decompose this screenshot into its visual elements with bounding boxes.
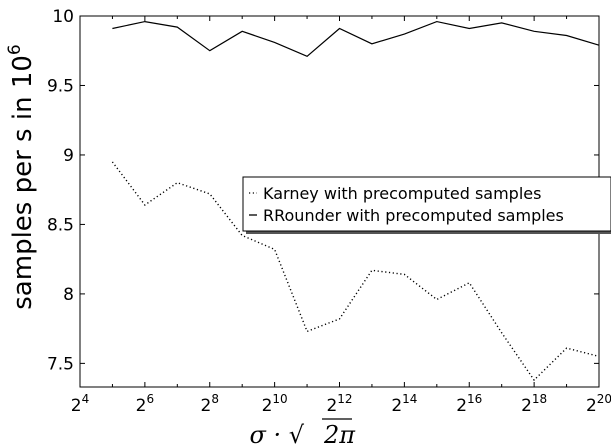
legend-label: RRounder with precomputed samples xyxy=(263,206,564,225)
x-tick-label-exponent: 14 xyxy=(402,392,417,406)
y-tick-label: 9 xyxy=(63,146,74,166)
x-axis-title: σ · √ 2π xyxy=(249,418,356,448)
series-line-rrounder xyxy=(112,20,600,57)
x-tick-label: 28 xyxy=(201,392,219,416)
x-tick-label-exponent: 16 xyxy=(467,392,482,406)
x-tick-label-base: 2 xyxy=(136,396,147,416)
x-tick-label: 26 xyxy=(136,392,154,416)
x-tick-label-exponent: 4 xyxy=(82,392,90,406)
x-tick-label-base: 2 xyxy=(521,396,532,416)
x-axis-title-prefix: σ · √ xyxy=(249,421,304,448)
x-tick-label-base: 2 xyxy=(201,396,212,416)
x-tick-label: 220 xyxy=(586,392,611,416)
y-tick-label: 7.5 xyxy=(47,354,74,374)
x-tick-label: 210 xyxy=(262,392,288,416)
legend-box xyxy=(242,176,611,232)
legend-layer: Karney with precomputed samples RRounder … xyxy=(242,176,611,234)
x-tick-label: 216 xyxy=(456,392,482,416)
y-tick-label: 10 xyxy=(52,7,74,27)
x-tick-label-exponent: 10 xyxy=(272,392,287,406)
x-tick-label: 24 xyxy=(71,392,89,416)
x-tick-label-base: 2 xyxy=(391,396,402,416)
x-tick-label: 212 xyxy=(326,392,352,416)
x-tick-label-base: 2 xyxy=(326,396,337,416)
x-tick-label-base: 2 xyxy=(71,396,82,416)
x-tick-label-exponent: 20 xyxy=(597,392,611,406)
x-tick-label-base: 2 xyxy=(262,396,273,416)
x-tick-label: 218 xyxy=(521,392,547,416)
x-tick-label: 214 xyxy=(391,392,417,416)
x-axis-title-radicand: 2π xyxy=(323,421,356,448)
y-axis-title: samples per s in 106 xyxy=(5,44,38,309)
y-tick-label: 8 xyxy=(63,285,74,305)
y-axis-title-exponent: 6 xyxy=(5,44,25,55)
x-tick-label-exponent: 12 xyxy=(337,392,352,406)
x-tick-label-base: 2 xyxy=(586,396,597,416)
x-tick-label-exponent: 6 xyxy=(146,392,154,406)
y-tick-label: 8.5 xyxy=(47,215,74,235)
series-line-karney xyxy=(111,161,600,382)
y-tick-label: 9.5 xyxy=(47,76,74,96)
x-tick-label-base: 2 xyxy=(456,396,467,416)
y-axis-title-text: samples per s in 10 xyxy=(8,55,38,310)
x-tick-label-exponent: 8 xyxy=(211,392,219,406)
x-tick-label-exponent: 18 xyxy=(532,392,547,406)
legend-label: Karney with precomputed samples xyxy=(263,184,541,203)
